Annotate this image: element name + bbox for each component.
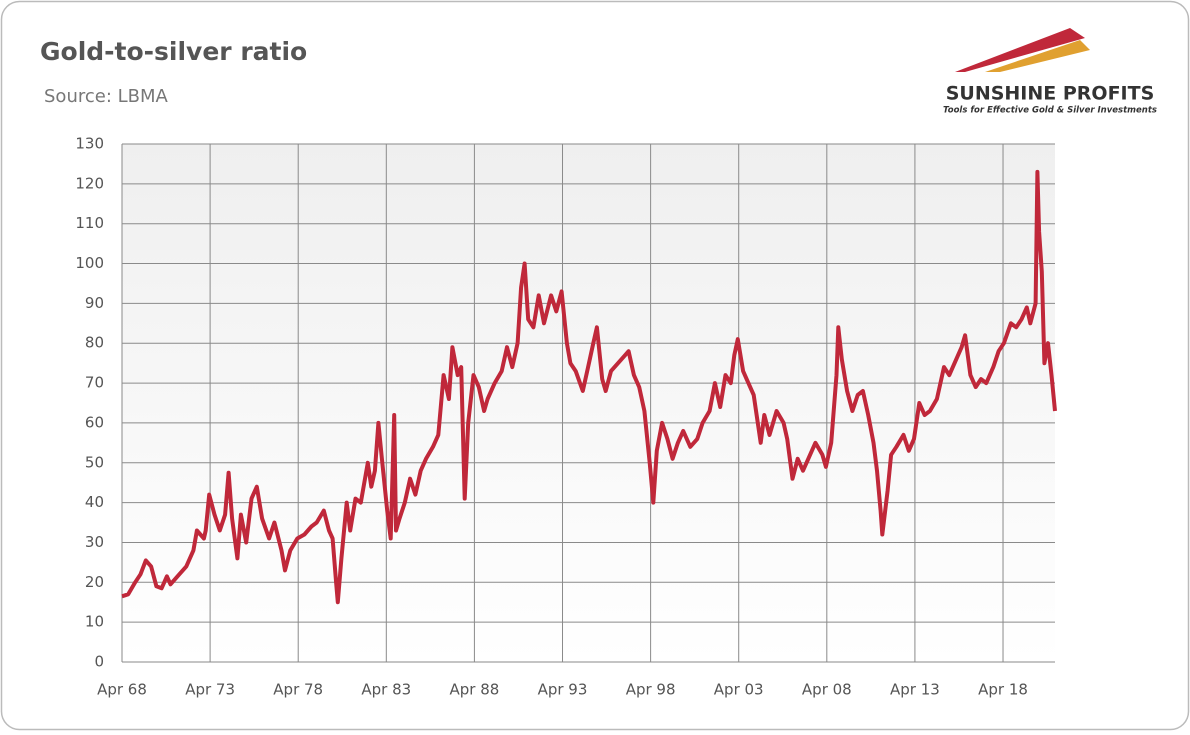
y-tick-label: 50 xyxy=(85,453,104,471)
y-tick-label: 10 xyxy=(85,613,104,631)
x-tick-label: Apr 03 xyxy=(714,681,764,699)
logo-name: SUNSHINE PROFITS xyxy=(946,83,1155,105)
chart-title: Gold-to-silver ratio xyxy=(40,37,307,66)
y-tick-label: 80 xyxy=(85,334,104,352)
y-tick-label: 130 xyxy=(75,135,104,153)
logo-tagline: Tools for Effective Gold & Silver Invest… xyxy=(943,106,1157,116)
data-line xyxy=(121,169,1057,605)
x-tick-label: Apr 93 xyxy=(538,681,588,699)
x-tick-label: Apr 18 xyxy=(978,681,1028,699)
chart-subtitle: Source: LBMA xyxy=(44,86,169,107)
plot-area xyxy=(122,144,1055,662)
x-tick-label: Apr 98 xyxy=(626,681,676,699)
x-tick-label: Apr 78 xyxy=(273,681,323,699)
y-tick-label: 0 xyxy=(94,653,104,671)
x-tick-label: Apr 88 xyxy=(450,681,500,699)
x-tick-label: Apr 83 xyxy=(361,681,411,699)
x-tick-label: Apr 13 xyxy=(890,681,940,699)
logo: SUNSHINE PROFITS Tools for Effective Gol… xyxy=(943,28,1157,116)
x-tick-label: Apr 73 xyxy=(185,681,235,699)
y-tick-label: 60 xyxy=(85,413,104,431)
x-tick-label: Apr 08 xyxy=(802,681,852,699)
y-tick-label: 70 xyxy=(85,374,104,392)
y-tick-label: 120 xyxy=(75,174,104,192)
y-tick-label: 30 xyxy=(85,533,104,551)
y-tick-label: 20 xyxy=(85,573,104,591)
y-tick-label: 110 xyxy=(75,214,104,232)
y-tick-label: 90 xyxy=(85,294,104,312)
y-tick-label: 40 xyxy=(85,493,104,511)
x-tick-label: Apr 68 xyxy=(97,681,147,699)
logo-swoosh xyxy=(985,40,1090,72)
y-tick-label: 100 xyxy=(75,254,104,272)
logo-swoosh xyxy=(955,28,1085,72)
